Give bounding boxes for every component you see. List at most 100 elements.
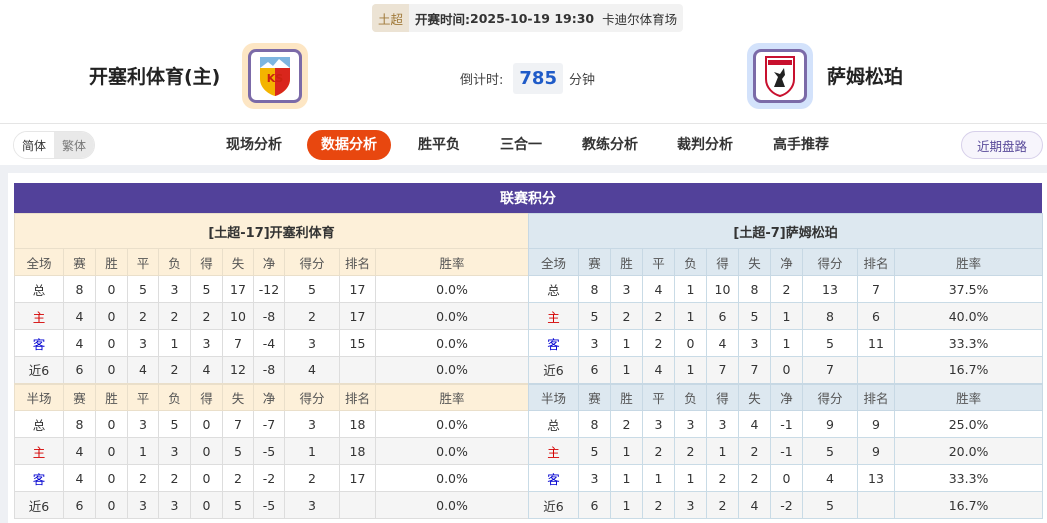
table-row: 客 3 1 2 0 4 3 1 5 11 33.3% bbox=[528, 329, 1044, 357]
lang-simplified[interactable]: 简体 bbox=[14, 132, 54, 158]
table-cell: 18 bbox=[339, 410, 376, 438]
table-cell: 0.0% bbox=[374, 437, 530, 465]
table-cell: 8 bbox=[578, 410, 611, 438]
table-cell: 2 bbox=[642, 437, 675, 465]
table-cell: 4 bbox=[642, 356, 675, 384]
column-header: 净 bbox=[253, 382, 285, 411]
column-header: 排名 bbox=[339, 382, 376, 411]
table-cell: 1 bbox=[610, 491, 643, 519]
table-cell: 3 bbox=[127, 329, 159, 357]
table-cell: -2 bbox=[253, 464, 285, 492]
table-cell: 5 bbox=[738, 302, 771, 330]
column-header: 失 bbox=[738, 382, 771, 411]
table-cell: 16.7% bbox=[893, 356, 1044, 384]
table-cell: 16.7% bbox=[893, 491, 1044, 519]
table-cell: 2 bbox=[284, 464, 340, 492]
table-cell: 5 bbox=[190, 275, 223, 303]
table-cell: 2 bbox=[610, 302, 643, 330]
table-cell: 33.3% bbox=[893, 329, 1044, 357]
table-cell: 5 bbox=[802, 437, 858, 465]
table-cell bbox=[339, 356, 376, 384]
league-badge[interactable]: 土超 bbox=[372, 4, 410, 32]
table-cell: 4 bbox=[63, 302, 96, 330]
table-cell: 33.3% bbox=[893, 464, 1044, 492]
table-cell: 9 bbox=[802, 410, 858, 438]
tab-expert-picks[interactable]: 高手推荐 bbox=[773, 137, 829, 153]
table-cell: 8 bbox=[578, 275, 611, 303]
table-cell: 4 bbox=[706, 329, 739, 357]
column-header: 胜率 bbox=[893, 248, 1044, 276]
row-label: 客 bbox=[528, 329, 579, 357]
table-cell: 7 bbox=[706, 356, 739, 384]
away-team-name[interactable]: 萨姆松珀 bbox=[827, 66, 904, 88]
column-header: 平 bbox=[642, 382, 675, 411]
row-label: 总 bbox=[14, 410, 64, 438]
svg-text:KS: KS bbox=[267, 72, 284, 85]
table-cell: -2 bbox=[770, 491, 803, 519]
tab-live-analysis[interactable]: 现场分析 bbox=[226, 137, 282, 153]
venue: 卡迪尔体育场 bbox=[602, 11, 678, 27]
table-cell: 7 bbox=[802, 356, 858, 384]
table-cell: 3 bbox=[284, 410, 340, 438]
home-team-name[interactable]: 开塞利体育(主) bbox=[89, 66, 221, 88]
table-row: 近6 6 0 4 2 4 12 -8 4 0.0% bbox=[14, 356, 530, 384]
table-cell: 4 bbox=[190, 356, 223, 384]
table-row: 近6 6 1 2 3 2 4 -2 5 16.7% bbox=[528, 491, 1044, 519]
tab-win-draw-loss[interactable]: 胜平负 bbox=[418, 137, 460, 153]
table-cell: 10 bbox=[706, 275, 739, 303]
table-row: 近6 6 0 3 3 0 5 -5 3 0.0% bbox=[14, 491, 530, 519]
table-cell: 0.0% bbox=[374, 329, 530, 357]
table-cell: -8 bbox=[253, 356, 285, 384]
table-cell: 0 bbox=[95, 410, 128, 438]
tab-three-in-one[interactable]: 三合一 bbox=[500, 137, 542, 153]
away-team-logo[interactable] bbox=[747, 43, 813, 109]
column-header: 失 bbox=[222, 382, 254, 411]
table-cell: 1 bbox=[706, 437, 739, 465]
table-cell: 4 bbox=[127, 356, 159, 384]
table-cell: 2 bbox=[158, 302, 191, 330]
table-cell: 0 bbox=[95, 464, 128, 492]
table-cell: 3 bbox=[674, 491, 707, 519]
column-header: 得分 bbox=[284, 382, 340, 411]
half-header-row: 半场赛胜平负得失净得分 排名 胜率 bbox=[14, 382, 530, 411]
table-cell: 5 bbox=[222, 437, 254, 465]
table-cell: 0.0% bbox=[374, 410, 530, 438]
table-cell: 6 bbox=[857, 302, 895, 330]
column-header: 赛 bbox=[578, 248, 611, 276]
table-row: 总 8 0 3 5 0 7 -7 3 18 0.0% bbox=[14, 410, 530, 438]
column-header: 失 bbox=[222, 248, 254, 276]
table-cell: 1 bbox=[610, 437, 643, 465]
tab-referee-analysis[interactable]: 裁判分析 bbox=[677, 137, 733, 153]
row-label: 总 bbox=[528, 275, 579, 303]
countdown: 倒计时: 785 分钟 bbox=[460, 63, 595, 94]
full-header-row: 全场赛胜平负得失净得分 排名 胜率 bbox=[14, 248, 530, 276]
tab-coach-analysis[interactable]: 教练分析 bbox=[582, 137, 638, 153]
table-cell: 2 bbox=[706, 464, 739, 492]
table-cell: 3 bbox=[158, 275, 191, 303]
tab-data-analysis[interactable]: 数据分析 bbox=[307, 130, 391, 160]
language-switch[interactable]: 简体 繁体 bbox=[13, 131, 95, 159]
analysis-tabs: 现场分析 数据分析 胜平负 三合一 教练分析 裁判分析 高手推荐 bbox=[0, 130, 1047, 160]
table-cell: 3 bbox=[127, 410, 159, 438]
table-row: 客 4 0 2 2 0 2 -2 2 17 0.0% bbox=[14, 464, 530, 492]
table-cell: 5 bbox=[284, 275, 340, 303]
table-cell: 6 bbox=[706, 302, 739, 330]
table-cell: 17 bbox=[222, 275, 254, 303]
column-header: 得分 bbox=[802, 382, 858, 411]
table-cell: 0 bbox=[770, 356, 803, 384]
table-row: 客 3 1 1 1 2 2 0 4 13 33.3% bbox=[528, 464, 1044, 492]
table-cell: 0.0% bbox=[374, 464, 530, 492]
home-team-logo[interactable]: KS bbox=[242, 43, 308, 109]
table-cell: 2 bbox=[642, 329, 675, 357]
lang-traditional[interactable]: 繁体 bbox=[54, 132, 94, 158]
table-row: 主 4 0 2 2 2 10 -8 2 17 0.0% bbox=[14, 302, 530, 330]
table-cell: 1 bbox=[610, 356, 643, 384]
table-cell: 1 bbox=[610, 464, 643, 492]
table-cell: 0 bbox=[190, 410, 223, 438]
table-cell: 1 bbox=[674, 356, 707, 384]
table-cell: 4 bbox=[284, 356, 340, 384]
recent-handicap-button[interactable]: 近期盘路 bbox=[961, 131, 1043, 159]
table-cell: 8 bbox=[63, 275, 96, 303]
row-label: 主 bbox=[528, 437, 579, 465]
table-cell: 7 bbox=[857, 275, 895, 303]
